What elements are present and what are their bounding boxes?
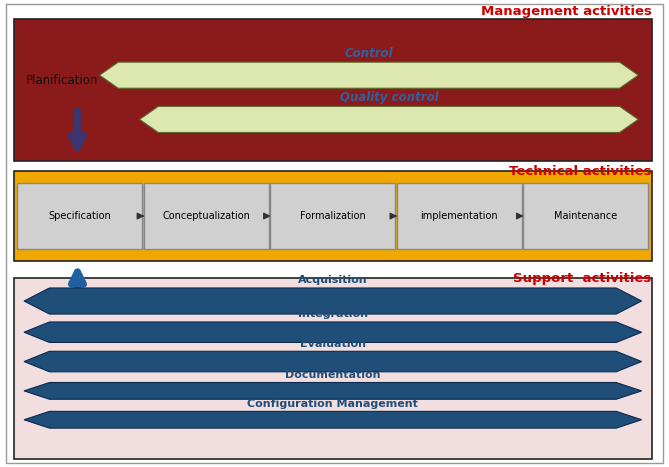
Text: Documentation: Documentation: [285, 370, 381, 380]
Text: Maintenance: Maintenance: [554, 211, 617, 221]
FancyBboxPatch shape: [17, 184, 142, 248]
Text: Planification: Planification: [26, 74, 98, 87]
Text: Configuration Management: Configuration Management: [248, 398, 418, 409]
Text: Evaluation: Evaluation: [300, 339, 366, 348]
Text: Conceptualization: Conceptualization: [163, 211, 250, 221]
Polygon shape: [24, 288, 642, 314]
Text: Integration: Integration: [298, 309, 368, 319]
Text: Technical activities: Technical activities: [509, 164, 652, 177]
Polygon shape: [140, 106, 638, 133]
FancyBboxPatch shape: [14, 19, 652, 161]
FancyBboxPatch shape: [523, 184, 648, 248]
FancyBboxPatch shape: [144, 184, 269, 248]
Polygon shape: [24, 411, 642, 428]
Text: Formalization: Formalization: [300, 211, 366, 221]
Text: implementation: implementation: [420, 211, 498, 221]
Polygon shape: [24, 322, 642, 342]
Polygon shape: [100, 62, 638, 88]
Text: Support  activities: Support activities: [513, 272, 652, 285]
Text: Quality control: Quality control: [340, 91, 438, 104]
Text: Control: Control: [345, 47, 393, 60]
Polygon shape: [24, 351, 642, 372]
Text: Specification: Specification: [49, 211, 111, 221]
Text: Management activities: Management activities: [481, 5, 652, 18]
FancyBboxPatch shape: [14, 170, 652, 262]
Text: Acquisition: Acquisition: [298, 275, 368, 285]
Polygon shape: [24, 382, 642, 399]
FancyBboxPatch shape: [14, 278, 652, 460]
FancyBboxPatch shape: [270, 184, 395, 248]
FancyBboxPatch shape: [397, 184, 522, 248]
